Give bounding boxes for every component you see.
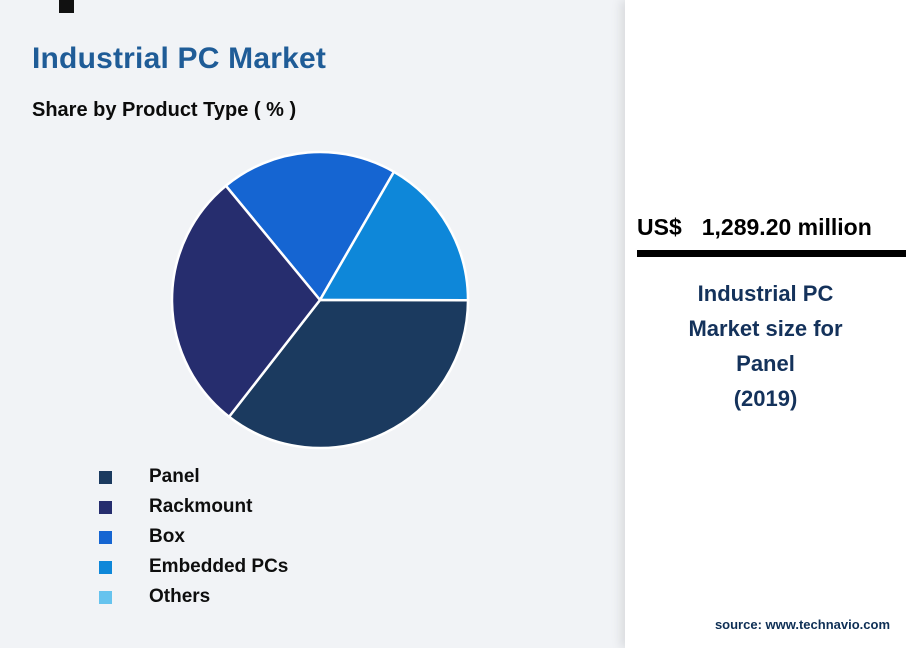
legend-swatch-panel bbox=[99, 470, 112, 484]
desc-line: Panel bbox=[736, 351, 795, 376]
legend-swatch-box bbox=[99, 530, 112, 544]
desc-line: Industrial PC bbox=[697, 281, 834, 306]
legend-label-rackmount: Rackmount bbox=[149, 496, 253, 517]
pie-slice-embedded-pcs bbox=[318, 170, 470, 302]
logo-mark bbox=[59, 0, 74, 13]
source-text: source: www.technavio.com bbox=[714, 617, 890, 632]
legend-item-rackmount: Rackmount bbox=[99, 492, 288, 522]
legend-swatch-rackmount bbox=[99, 500, 112, 514]
page-title: Industrial PC Market bbox=[32, 42, 327, 75]
market-value: US$ 1,289.20 million bbox=[637, 214, 872, 241]
pie-slice-box bbox=[224, 150, 396, 302]
legend-label-panel: Panel bbox=[149, 466, 200, 487]
desc-line: Market size for bbox=[688, 316, 843, 341]
desc-line: (2019) bbox=[733, 386, 798, 411]
legend-label-box: Box bbox=[149, 526, 185, 547]
legend-item-others: Others bbox=[99, 582, 288, 612]
chart-legend: Panel Rackmount Box Embedded PCs Others bbox=[99, 462, 288, 612]
legend-swatch-others bbox=[99, 590, 112, 604]
value-number: 1,289.20 million bbox=[701, 214, 872, 240]
pie-chart-svg bbox=[170, 150, 470, 450]
pie-slice-panel bbox=[227, 298, 470, 450]
chart-subtitle: Share by Product Type ( % ) bbox=[32, 99, 297, 121]
panel-description: Industrial PC Market size for Panel (201… bbox=[625, 276, 906, 416]
legend-label-others: Others bbox=[149, 586, 211, 607]
legend-item-box: Box bbox=[99, 522, 288, 552]
legend-item-panel: Panel bbox=[99, 462, 288, 492]
highlight-panel: US$ 1,289.20 million Industrial PC Market… bbox=[625, 0, 906, 648]
legend-swatch-embedded-pcs bbox=[99, 560, 112, 574]
currency-label: US$ bbox=[637, 214, 682, 240]
pie-slice-rackmount bbox=[170, 184, 322, 419]
legend-label-embedded-pcs: Embedded PCs bbox=[149, 556, 289, 577]
legend-item-embedded-pcs: Embedded PCs bbox=[99, 552, 288, 582]
divider bbox=[637, 250, 906, 257]
pie-chart bbox=[168, 148, 472, 452]
